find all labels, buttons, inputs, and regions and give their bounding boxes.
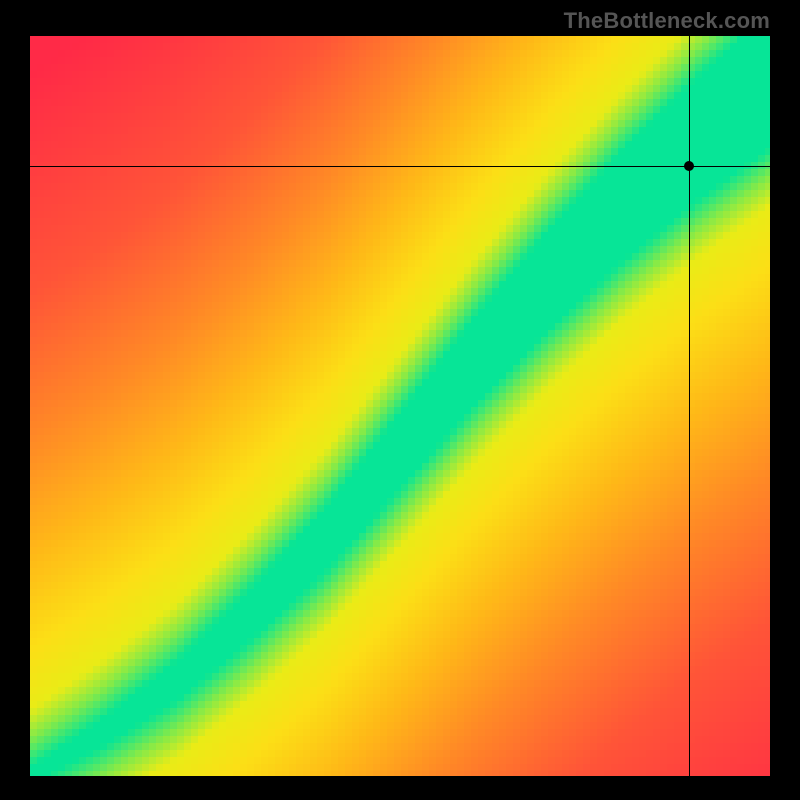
heatmap-canvas [30, 36, 770, 776]
watermark-text: TheBottleneck.com [564, 8, 770, 34]
frame: TheBottleneck.com [0, 0, 800, 800]
heatmap-plot [30, 36, 770, 776]
